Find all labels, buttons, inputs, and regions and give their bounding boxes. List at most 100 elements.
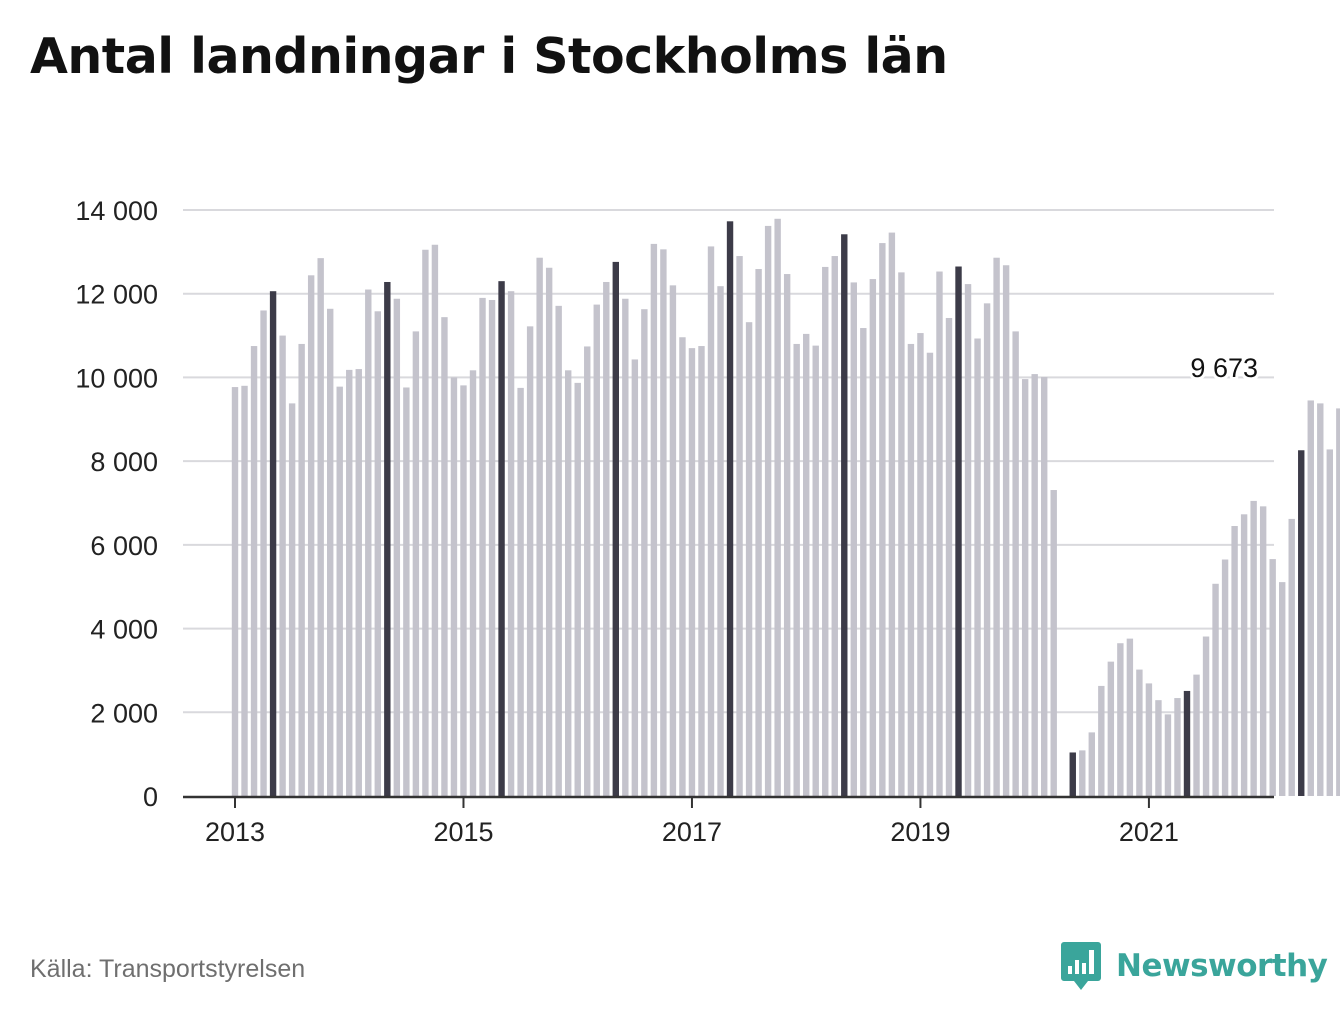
bar (974, 338, 981, 796)
bar (1174, 698, 1181, 796)
bar (983, 303, 991, 796)
bar (1145, 683, 1153, 796)
bar (526, 326, 534, 796)
bar (783, 274, 791, 796)
x-tick-label: 2019 (890, 817, 950, 847)
bar (812, 345, 819, 796)
bar (688, 348, 696, 796)
bar (441, 317, 448, 796)
bar (822, 266, 829, 796)
bar (1193, 674, 1200, 796)
bar (879, 243, 886, 796)
bar (1155, 700, 1162, 796)
chart-title: Antal landningar i Stockholms län (30, 28, 948, 85)
bar (1012, 331, 1019, 796)
bar (860, 328, 867, 796)
bar (279, 335, 286, 796)
bar (1098, 685, 1105, 796)
bar (1269, 559, 1276, 796)
bar (660, 249, 667, 797)
bar (327, 308, 334, 796)
bar (1183, 690, 1191, 796)
bar (374, 311, 381, 796)
bar (1031, 374, 1038, 796)
bar (736, 256, 743, 796)
x-tick-label: 2013 (205, 817, 265, 847)
bar (1202, 636, 1210, 796)
bar (403, 387, 410, 796)
bar (603, 281, 610, 796)
brand-logo[interactable]: Newsworthy (1060, 938, 1328, 994)
bar (1231, 526, 1238, 796)
bar (936, 271, 943, 796)
y-tick-label: 14 000 (75, 196, 158, 226)
bar (241, 385, 248, 796)
bar (507, 291, 515, 796)
y-tick-label: 8 000 (90, 447, 158, 477)
bar (393, 298, 401, 796)
bar (669, 285, 677, 796)
bar (841, 234, 848, 796)
bar (631, 359, 639, 796)
bar (574, 382, 581, 796)
source-note: Källa: Transportstyrelsen (30, 955, 306, 983)
bar (803, 333, 810, 796)
bar (964, 284, 972, 796)
bar (1107, 661, 1115, 796)
bar (584, 346, 591, 796)
annotation-label: 9 673 (1190, 353, 1258, 383)
bar (831, 256, 838, 796)
bar (1307, 400, 1314, 796)
bars (231, 218, 1340, 797)
bar (1117, 643, 1124, 796)
bar (793, 343, 800, 796)
bar (250, 346, 258, 796)
bar (612, 261, 619, 796)
x-axis-ticks: 201320152017201920212023 (205, 798, 1179, 847)
bar (1336, 408, 1340, 796)
bar (888, 232, 896, 797)
bar (1164, 714, 1172, 796)
bar (679, 337, 686, 796)
bar (1079, 750, 1086, 796)
bar (355, 369, 362, 796)
y-axis-tick-labels: 0 2 000 4 000 6 000 8 000 10 000 12 000 14 000 (75, 196, 158, 812)
bar (412, 331, 420, 796)
y-tick-label: 12 000 (75, 280, 158, 310)
bar (641, 309, 648, 796)
y-tick-label: 10 000 (75, 363, 158, 393)
bar (260, 310, 267, 796)
bar (717, 286, 724, 796)
y-tick-label: 4 000 (90, 615, 158, 645)
bar (346, 369, 353, 796)
bar (317, 258, 324, 796)
bar (1126, 638, 1134, 796)
bar (536, 257, 543, 797)
bar (622, 298, 629, 796)
y-tick-label: 6 000 (90, 531, 158, 561)
newsworthy-logo-icon (1061, 942, 1101, 990)
bar (707, 246, 715, 797)
bar (288, 403, 296, 796)
bar (1041, 377, 1048, 796)
bar (1326, 449, 1333, 796)
bar (269, 291, 277, 796)
bar (926, 352, 934, 796)
bar (1259, 506, 1267, 796)
bar (869, 279, 877, 796)
bar (431, 244, 439, 797)
bar (298, 343, 305, 796)
x-tick-label: 2017 (662, 817, 722, 847)
bar (1279, 582, 1286, 796)
bar (1298, 450, 1305, 796)
bar (1288, 518, 1295, 796)
bar (1212, 583, 1219, 796)
bar (593, 304, 600, 796)
bar (498, 281, 505, 796)
bar (517, 387, 524, 796)
bar (755, 269, 762, 796)
bar (764, 225, 772, 796)
bar (1240, 514, 1248, 796)
bar (898, 272, 905, 796)
bar (450, 377, 458, 796)
